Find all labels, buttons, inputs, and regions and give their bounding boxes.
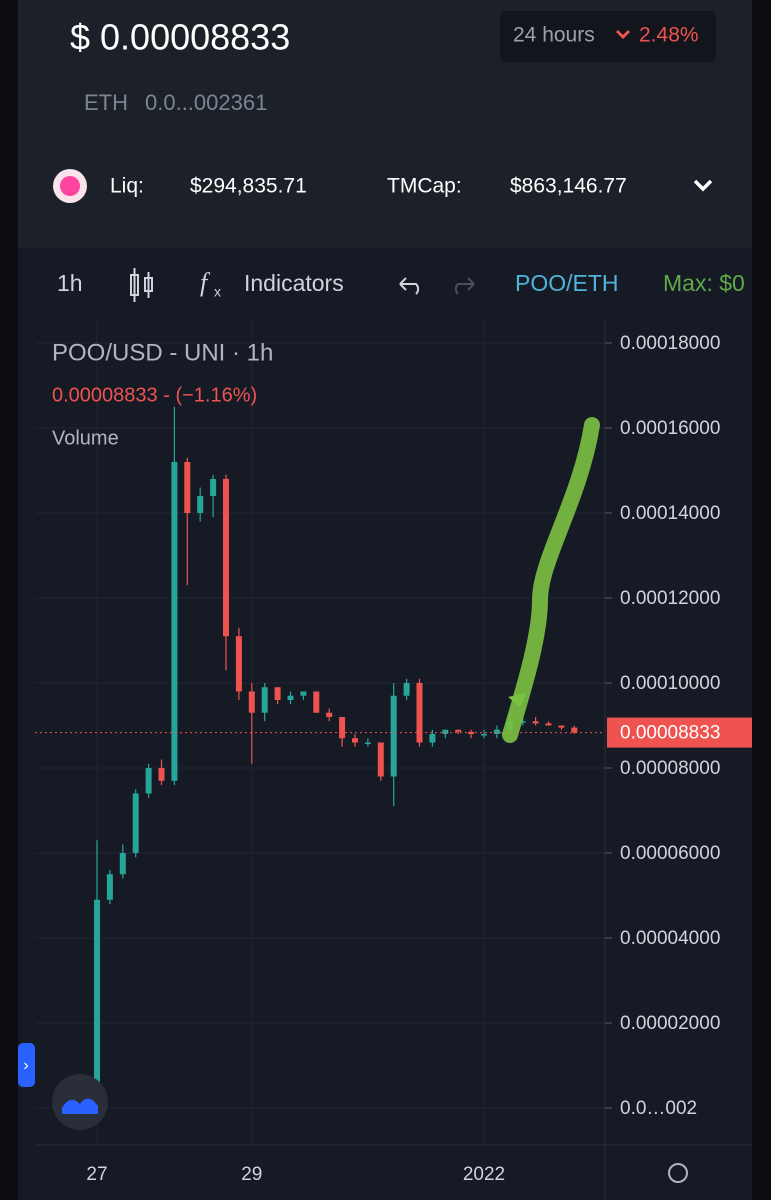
- candle-body: [455, 729, 462, 732]
- volume-label: Volume: [52, 427, 119, 449]
- uniswap-icon-inner: [60, 176, 80, 196]
- indicators[interactable]: Indicators: [244, 270, 344, 296]
- candle-body: [545, 723, 552, 726]
- x-tick-label: 27: [86, 1164, 107, 1185]
- last-price-label: 0.00008833: [620, 723, 720, 744]
- y-tick-label: 0.00018000: [620, 333, 720, 354]
- candle-body: [94, 899, 100, 1107]
- y-tick-label: 0.00010000: [620, 673, 720, 694]
- y-tick-label: 0.00012000: [620, 588, 720, 609]
- last-price-box: [607, 717, 752, 748]
- tmcap: $863,146.77: [510, 175, 627, 198]
- candle-body: [145, 767, 152, 794]
- candle-body: [287, 695, 294, 700]
- chart-title: POO/USD - UNI · 1h: [52, 339, 273, 366]
- side-tab-icon: ›: [23, 1057, 28, 1074]
- settings-icon[interactable]: [668, 1163, 688, 1183]
- candle-body: [352, 738, 358, 743]
- candle-body: [313, 691, 320, 713]
- candle-body: [429, 733, 436, 743]
- redo[interactable]: [454, 277, 475, 295]
- candle-body: [519, 721, 526, 723]
- candle-body: [493, 729, 500, 734]
- eth-label: ETH: [84, 90, 128, 115]
- candle-body: [119, 852, 126, 875]
- candle-body: [197, 495, 204, 513]
- candle-body: [171, 461, 178, 781]
- candle-body: [210, 478, 217, 496]
- tmcap-label: TMCap:: [387, 175, 462, 198]
- y-tick-label: 0.00016000: [620, 418, 720, 439]
- candle-body: [558, 725, 565, 728]
- candle-body: [274, 687, 281, 700]
- candle-body: [223, 478, 229, 637]
- candle-body: [235, 636, 242, 692]
- y-tick-label: 0.00014000: [620, 503, 720, 524]
- liq-label: Liq:: [110, 175, 144, 198]
- pair[interactable]: POO/ETH: [515, 270, 619, 296]
- price: $ 0.00008833: [70, 17, 290, 58]
- max: Max: $0: [663, 270, 745, 296]
- y-tick-label: 0.00004000: [620, 928, 720, 949]
- fx-icon[interactable]: f: [200, 268, 211, 297]
- tv-logo-shape: [62, 1098, 98, 1114]
- candle-body: [390, 695, 397, 777]
- liq: $294,835.71: [190, 175, 307, 198]
- change: 2.48%: [639, 24, 699, 47]
- candle-body: [248, 691, 255, 713]
- candle-body: [132, 793, 139, 853]
- period: 24 hours: [513, 24, 595, 47]
- change-badge[interactable]: [500, 11, 716, 62]
- hand-drawn-arrow: [502, 417, 600, 743]
- y-tick-label: 0.00008000: [620, 758, 720, 779]
- y-tick-label: 0.00006000: [620, 843, 720, 864]
- candle-body: [106, 874, 113, 900]
- candle-body: [442, 729, 449, 734]
- chart-subtitle: 0.00008833 - (−1.16%): [52, 384, 257, 406]
- x-tick-label: 2022: [463, 1164, 505, 1185]
- y-tick-label: 0.00002000: [620, 1013, 720, 1034]
- interval[interactable]: 1h: [57, 270, 83, 296]
- eth-value: 0.0...002361: [145, 90, 267, 115]
- y-tick-label: 0.0…002: [620, 1098, 697, 1119]
- candle-body: [532, 721, 539, 724]
- candle-body: [416, 682, 423, 743]
- candle-body: [339, 716, 346, 739]
- candle-icon[interactable]: [130, 268, 153, 302]
- candle-body: [364, 742, 371, 744]
- x-tick-label: 29: [241, 1164, 262, 1185]
- candle-body: [377, 742, 384, 777]
- candle-body: [158, 767, 165, 781]
- undo[interactable]: [399, 277, 420, 295]
- hand-drawn-mark: [508, 693, 526, 707]
- candle-body: [481, 733, 487, 736]
- down-chevron: [615, 29, 631, 40]
- candle-body: [326, 712, 333, 717]
- candle-body: [300, 691, 307, 696]
- candle-body: [571, 727, 578, 733]
- candle-body: [403, 682, 410, 696]
- candle-body: [184, 461, 191, 513]
- candle-body: [261, 687, 268, 713]
- expand-chevron[interactable]: [693, 179, 713, 192]
- tv-logo[interactable]: [52, 1074, 108, 1130]
- fx-icon-x: x: [214, 284, 221, 300]
- side-tab[interactable]: [18, 1043, 35, 1087]
